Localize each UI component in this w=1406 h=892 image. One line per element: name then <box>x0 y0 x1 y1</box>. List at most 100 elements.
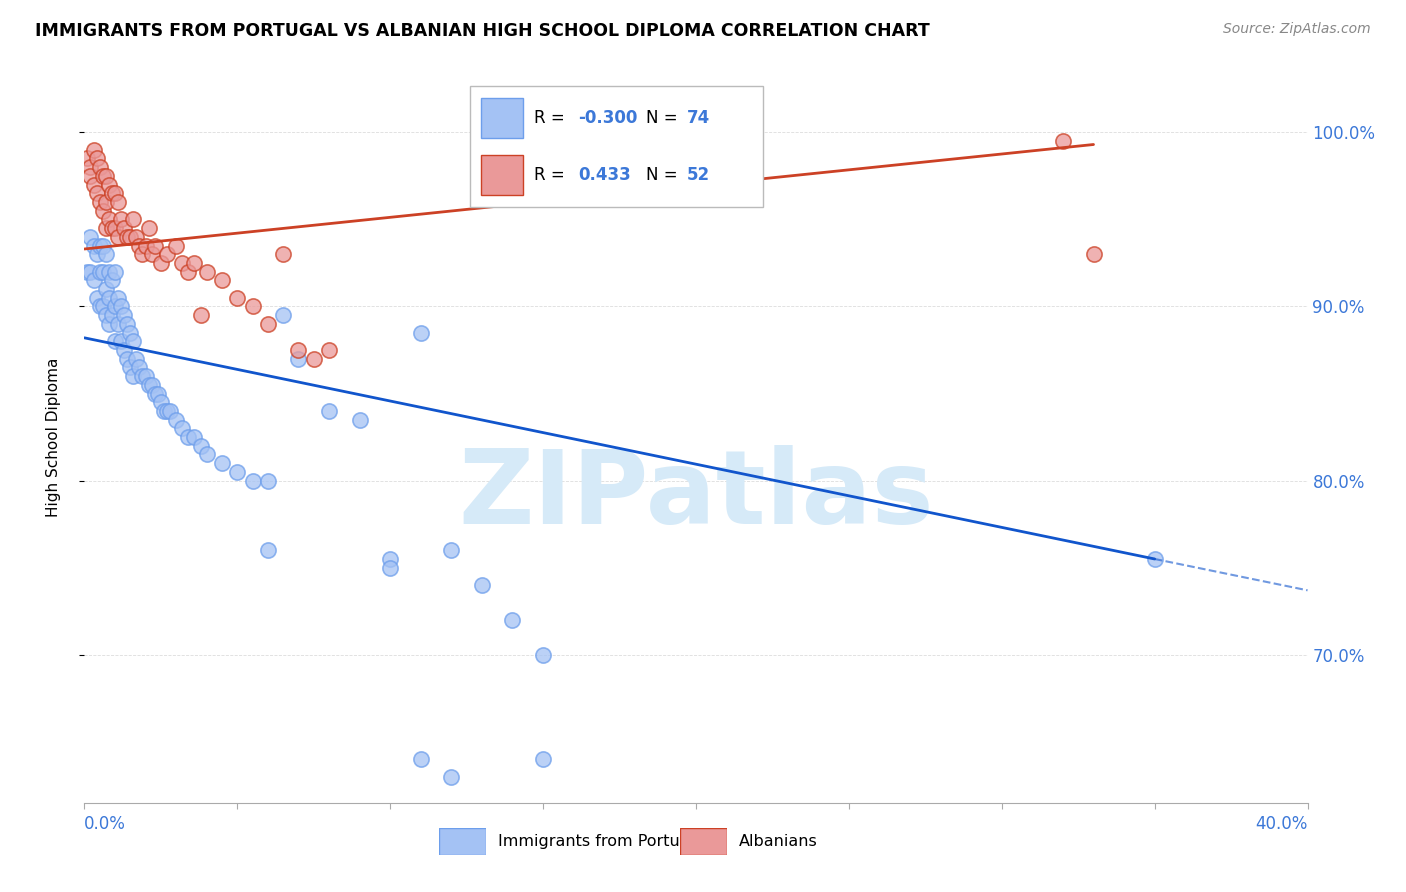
Point <box>226 291 249 305</box>
Point <box>141 247 163 261</box>
Point <box>226 465 249 479</box>
Point <box>138 221 160 235</box>
Point <box>177 430 200 444</box>
Point <box>94 247 117 261</box>
Point <box>107 291 129 305</box>
Point <box>104 334 127 349</box>
Point <box>183 430 205 444</box>
Point <box>112 343 135 357</box>
Point <box>287 351 309 366</box>
Point <box>86 152 108 166</box>
Point <box>318 404 340 418</box>
Point <box>104 186 127 201</box>
Point <box>135 369 157 384</box>
Point <box>79 265 101 279</box>
Point <box>94 282 117 296</box>
Point <box>471 578 494 592</box>
Point <box>318 343 340 357</box>
Point <box>242 300 264 314</box>
Point <box>177 265 200 279</box>
Point <box>104 221 127 235</box>
Point <box>76 152 98 166</box>
Point <box>83 143 105 157</box>
Text: Albanians: Albanians <box>738 834 817 849</box>
Point <box>104 300 127 314</box>
Point <box>302 351 325 366</box>
Point <box>83 273 105 287</box>
Point <box>97 178 120 192</box>
Text: IMMIGRANTS FROM PORTUGAL VS ALBANIAN HIGH SCHOOL DIPLOMA CORRELATION CHART: IMMIGRANTS FROM PORTUGAL VS ALBANIAN HIG… <box>35 22 929 40</box>
Point <box>172 256 194 270</box>
Point <box>257 474 280 488</box>
Point <box>89 265 111 279</box>
Point <box>101 221 124 235</box>
Point <box>135 238 157 252</box>
Point <box>89 300 111 314</box>
Point <box>143 238 166 252</box>
Point <box>91 203 114 218</box>
Point <box>195 265 218 279</box>
Point <box>257 317 280 331</box>
Point <box>143 386 166 401</box>
Point <box>110 212 132 227</box>
Point <box>79 229 101 244</box>
Text: Source: ZipAtlas.com: Source: ZipAtlas.com <box>1223 22 1371 37</box>
Point <box>190 308 212 322</box>
Point <box>149 256 172 270</box>
Point <box>349 412 371 426</box>
Point <box>128 238 150 252</box>
Point <box>172 421 194 435</box>
Point <box>380 552 402 566</box>
Point <box>83 238 105 252</box>
Point <box>89 238 111 252</box>
Y-axis label: High School Diploma: High School Diploma <box>46 358 60 516</box>
Point <box>149 395 172 409</box>
Point <box>76 265 98 279</box>
Point <box>153 404 176 418</box>
Point <box>122 369 145 384</box>
Point <box>97 291 120 305</box>
Point <box>101 186 124 201</box>
Point <box>86 291 108 305</box>
Point <box>211 456 233 470</box>
Point <box>131 247 153 261</box>
Point <box>104 265 127 279</box>
Point <box>86 186 108 201</box>
Point <box>146 386 169 401</box>
Point <box>183 256 205 270</box>
Point <box>91 265 114 279</box>
Point <box>79 169 101 183</box>
Point <box>83 178 105 192</box>
Point <box>86 247 108 261</box>
Point <box>122 334 145 349</box>
Point <box>165 238 187 252</box>
Point <box>380 560 402 574</box>
Point <box>159 404 181 418</box>
Point <box>79 160 101 174</box>
Point <box>287 343 309 357</box>
Point <box>120 229 142 244</box>
Point <box>94 308 117 322</box>
Point <box>115 351 138 366</box>
Point <box>97 317 120 331</box>
Text: ZIPatlas: ZIPatlas <box>458 445 934 546</box>
Point <box>115 317 138 331</box>
Point <box>120 360 142 375</box>
Point <box>120 326 142 340</box>
Text: 0.0%: 0.0% <box>84 815 127 833</box>
Point <box>122 212 145 227</box>
Point <box>409 326 432 340</box>
Point <box>91 238 114 252</box>
Point <box>409 752 432 766</box>
Point <box>257 543 280 558</box>
Point <box>115 229 138 244</box>
Point <box>190 439 212 453</box>
Point <box>110 334 132 349</box>
Point <box>107 229 129 244</box>
Point <box>531 648 554 662</box>
Point <box>131 369 153 384</box>
Point <box>138 377 160 392</box>
Point <box>195 448 218 462</box>
Point <box>112 308 135 322</box>
Point <box>125 229 148 244</box>
